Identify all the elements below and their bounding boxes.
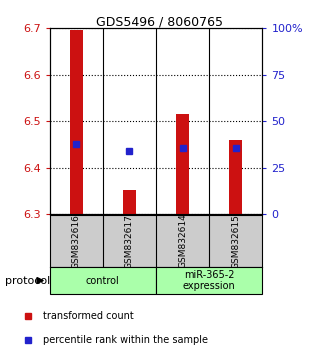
Bar <box>69 30 83 214</box>
Text: percentile rank within the sample: percentile rank within the sample <box>43 335 208 345</box>
Text: GDS5496 / 8060765: GDS5496 / 8060765 <box>97 16 223 29</box>
Bar <box>123 190 136 214</box>
Text: control: control <box>86 275 120 286</box>
Bar <box>156 267 262 294</box>
Bar <box>50 267 156 294</box>
Text: transformed count: transformed count <box>43 311 133 321</box>
Text: GSM832615: GSM832615 <box>231 213 240 269</box>
Text: protocol: protocol <box>5 276 50 286</box>
Text: GSM832614: GSM832614 <box>178 214 187 268</box>
Text: GSM832617: GSM832617 <box>125 213 134 269</box>
Text: miR-365-2
expression: miR-365-2 expression <box>183 270 236 291</box>
Bar <box>176 114 189 214</box>
Text: GSM832616: GSM832616 <box>72 213 81 269</box>
Bar <box>229 140 243 214</box>
